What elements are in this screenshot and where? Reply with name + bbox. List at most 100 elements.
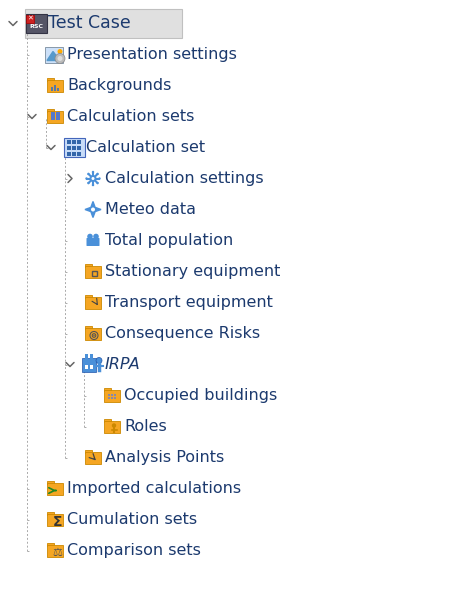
Text: Calculation set: Calculation set: [86, 140, 205, 155]
Text: RSC: RSC: [29, 24, 43, 29]
Bar: [77, 146, 81, 149]
Text: Imported calculations: Imported calculations: [67, 481, 241, 496]
FancyBboxPatch shape: [104, 388, 111, 391]
Text: Roles: Roles: [124, 419, 167, 434]
Bar: [85, 353, 88, 359]
Bar: [67, 152, 71, 155]
Text: Total population: Total population: [105, 233, 233, 248]
Text: Σ: Σ: [52, 515, 62, 529]
FancyBboxPatch shape: [47, 543, 54, 546]
Circle shape: [93, 234, 99, 239]
FancyBboxPatch shape: [104, 421, 120, 433]
Text: Backgrounds: Backgrounds: [67, 78, 171, 93]
Text: ⚖: ⚖: [52, 548, 62, 557]
FancyBboxPatch shape: [47, 544, 63, 557]
Circle shape: [92, 171, 94, 173]
Text: IRPA: IRPA: [105, 357, 141, 372]
Text: Presentation settings: Presentation settings: [67, 47, 237, 62]
Bar: [72, 152, 76, 155]
Circle shape: [93, 335, 95, 336]
FancyBboxPatch shape: [25, 9, 182, 38]
FancyBboxPatch shape: [85, 326, 92, 329]
Circle shape: [92, 177, 95, 180]
Bar: [51, 112, 55, 115]
FancyBboxPatch shape: [47, 78, 54, 81]
Bar: [77, 140, 81, 143]
FancyBboxPatch shape: [92, 238, 100, 246]
Circle shape: [92, 184, 94, 186]
Text: Occupied buildings: Occupied buildings: [124, 388, 277, 403]
FancyBboxPatch shape: [47, 80, 63, 92]
Bar: [114, 396, 116, 399]
Text: Calculation sets: Calculation sets: [67, 109, 194, 124]
Bar: [67, 140, 71, 143]
Text: Test Case: Test Case: [48, 15, 131, 33]
FancyBboxPatch shape: [85, 296, 101, 308]
Bar: [72, 140, 76, 143]
Circle shape: [89, 175, 97, 182]
FancyBboxPatch shape: [85, 452, 101, 464]
FancyBboxPatch shape: [85, 328, 101, 339]
Bar: [90, 353, 93, 359]
Text: Meteo data: Meteo data: [105, 202, 196, 217]
Bar: [114, 393, 116, 396]
FancyBboxPatch shape: [45, 47, 63, 63]
Bar: [51, 116, 55, 120]
Text: ✕: ✕: [27, 16, 33, 21]
Circle shape: [55, 53, 65, 64]
Bar: [57, 87, 59, 90]
Circle shape: [57, 49, 63, 54]
Text: Calculation settings: Calculation settings: [105, 171, 264, 186]
Bar: [72, 146, 76, 149]
FancyBboxPatch shape: [85, 295, 92, 298]
FancyBboxPatch shape: [85, 265, 101, 277]
Polygon shape: [47, 52, 60, 61]
Bar: [56, 112, 60, 115]
Bar: [111, 393, 113, 396]
FancyBboxPatch shape: [104, 419, 111, 422]
Circle shape: [87, 234, 93, 239]
FancyBboxPatch shape: [47, 514, 63, 526]
Polygon shape: [85, 202, 101, 217]
Circle shape: [98, 177, 101, 180]
FancyBboxPatch shape: [64, 138, 84, 157]
Bar: [54, 84, 56, 90]
Bar: [92, 271, 97, 276]
FancyBboxPatch shape: [47, 481, 54, 484]
Bar: [67, 146, 71, 149]
FancyBboxPatch shape: [85, 450, 92, 453]
Circle shape: [96, 358, 102, 364]
Text: Comparison sets: Comparison sets: [67, 543, 201, 558]
Circle shape: [97, 182, 99, 185]
Bar: [56, 116, 60, 120]
FancyBboxPatch shape: [47, 109, 54, 112]
FancyBboxPatch shape: [26, 15, 34, 22]
FancyBboxPatch shape: [47, 483, 63, 495]
Bar: [108, 393, 110, 396]
FancyBboxPatch shape: [82, 358, 96, 371]
Circle shape: [85, 177, 87, 180]
Circle shape: [87, 182, 90, 185]
Bar: [108, 396, 110, 399]
Circle shape: [112, 423, 116, 428]
Text: Analysis Points: Analysis Points: [105, 450, 224, 465]
FancyBboxPatch shape: [47, 110, 63, 123]
Bar: [85, 364, 88, 368]
Bar: [111, 396, 113, 399]
Bar: [77, 152, 81, 155]
Bar: [51, 87, 53, 90]
FancyBboxPatch shape: [104, 390, 120, 401]
Text: Stationary equipment: Stationary equipment: [105, 264, 281, 279]
Circle shape: [97, 173, 99, 175]
Bar: [90, 364, 93, 368]
Circle shape: [91, 208, 95, 211]
FancyBboxPatch shape: [26, 14, 46, 33]
FancyBboxPatch shape: [47, 512, 54, 515]
Text: Transport equipment: Transport equipment: [105, 295, 273, 310]
Text: Consequence Risks: Consequence Risks: [105, 326, 260, 341]
Circle shape: [87, 173, 90, 175]
FancyBboxPatch shape: [87, 238, 93, 246]
Circle shape: [57, 56, 63, 61]
FancyBboxPatch shape: [85, 264, 92, 267]
Text: Cumulation sets: Cumulation sets: [67, 512, 197, 527]
